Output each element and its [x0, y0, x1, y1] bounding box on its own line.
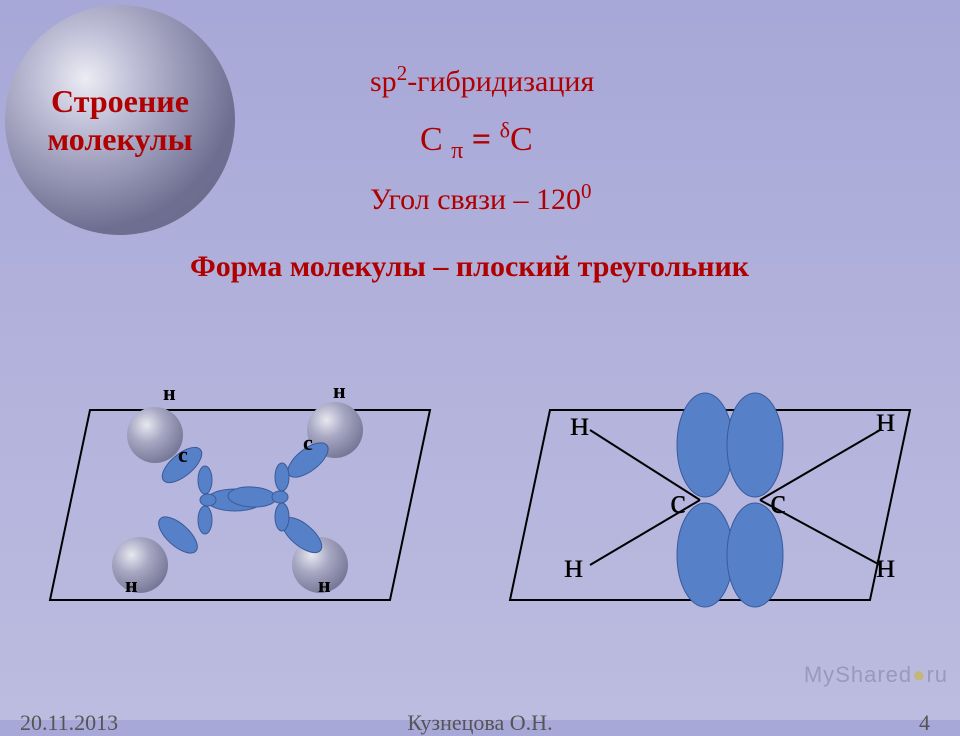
formula-c1: С — [420, 121, 443, 158]
shape-line: Форма молекулы – плоский треугольник — [190, 250, 749, 284]
right-h-label: н — [570, 402, 589, 444]
watermark: MyShared●ru — [804, 662, 948, 688]
right-pi-orbitals — [677, 393, 783, 607]
left-h-atom — [127, 407, 183, 463]
left-h-label: н — [318, 572, 331, 598]
angle-sup: 0 — [581, 179, 592, 203]
angle-value: 120 — [536, 183, 581, 216]
hybrid-sup: 2 — [397, 61, 408, 85]
right-c-label: с — [670, 480, 686, 522]
angle-line: Угол связи – 1200 — [370, 173, 594, 227]
right-h-label: н — [876, 544, 895, 586]
formula-line: С π = δС — [420, 109, 594, 173]
footer-author: Кузнецова О.Н. — [0, 710, 960, 736]
title-text: Строение молекулы — [47, 82, 192, 159]
left-c-label: с — [303, 430, 313, 456]
hybrid-suffix: -гибридизация — [407, 65, 594, 98]
title-sphere: Строение молекулы — [5, 5, 235, 235]
title-line2: молекулы — [47, 121, 192, 157]
formula-eq: = — [472, 121, 491, 158]
left-h-label: н — [125, 572, 138, 598]
left-c-label: с — [178, 442, 188, 468]
angle-label: Угол связи – — [370, 183, 529, 216]
hybridization-line: sp2-гибридизация — [370, 55, 594, 109]
watermark-t1: My — [804, 662, 835, 687]
right-h-label: н — [876, 398, 895, 440]
footer-page: 4 — [919, 710, 930, 736]
formula-delta: δ — [500, 118, 510, 143]
right-c-label: с — [770, 480, 786, 522]
formula-pi: π — [451, 138, 463, 164]
watermark-t2: Shared — [835, 662, 912, 687]
left-h-atom — [112, 537, 168, 593]
left-h-label: н — [333, 378, 346, 404]
watermark-dot: ● — [912, 662, 926, 687]
hybrid-prefix: sp — [370, 65, 397, 98]
diagram-area: н н н н с с н н н н с с — [30, 340, 930, 640]
watermark-t3: ru — [926, 662, 948, 687]
formula-c2: С — [510, 121, 533, 158]
right-h-label: н — [564, 544, 583, 586]
info-block: sp2-гибридизация С π = δС Угол связи – 1… — [370, 55, 594, 227]
left-h-label: н — [163, 380, 176, 406]
title-line1: Строение — [51, 83, 189, 119]
